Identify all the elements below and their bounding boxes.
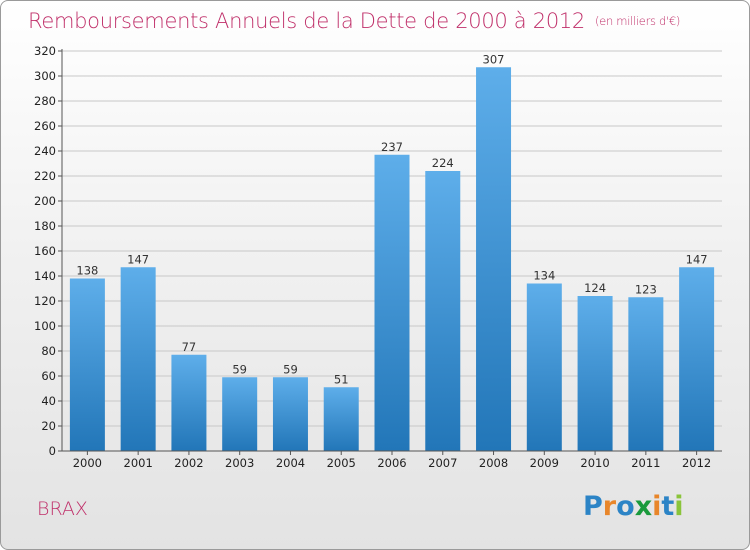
chart-unit-note: (en milliers d'€) — [595, 14, 681, 28]
logo-letter: x — [634, 491, 653, 522]
data-label-2005: 51 — [334, 372, 349, 386]
y-tick-label: 40 — [41, 394, 56, 408]
proxiti-logo[interactable]: Proxiti — [583, 491, 684, 522]
y-tick-label: 240 — [34, 144, 56, 158]
y-tick-label: 220 — [34, 169, 56, 183]
data-label-2003: 59 — [232, 362, 247, 376]
x-tick-label: 2000 — [73, 456, 102, 470]
data-label-2012: 147 — [686, 252, 708, 266]
axes — [58, 49, 722, 455]
x-tick-label: 2011 — [631, 456, 660, 470]
y-tick-label: 280 — [34, 94, 56, 108]
labels: 0 20 40 60 80 100 120 140 160 180 200 220 240 260 280 3… — [34, 44, 711, 470]
bar-2006[interactable] — [374, 154, 410, 451]
bar-2010[interactable] — [577, 296, 613, 451]
data-label-2007: 224 — [432, 156, 454, 170]
data-label-2008: 307 — [483, 52, 505, 66]
bar-2007[interactable] — [425, 171, 461, 451]
x-tick-label: 2003 — [225, 456, 254, 470]
commune-name: BRAX — [37, 498, 88, 520]
bar-2000[interactable] — [69, 278, 105, 452]
x-tick-label: 2012 — [682, 456, 711, 470]
y-tick-label: 160 — [34, 244, 56, 258]
y-tick-label: 120 — [34, 294, 56, 308]
y-tick-label: 140 — [34, 269, 56, 283]
bar-2002[interactable] — [171, 354, 207, 451]
bar-2005[interactable] — [323, 387, 359, 451]
data-label-2004: 59 — [283, 362, 298, 376]
x-tick-label: 2006 — [377, 456, 406, 470]
y-tick-label: 20 — [41, 419, 56, 433]
bar-2009[interactable] — [526, 283, 562, 452]
y-tick-label: 100 — [34, 319, 56, 333]
data-label-2009: 134 — [533, 269, 555, 283]
logo-letter: o — [616, 491, 635, 522]
bar-2012[interactable] — [679, 267, 715, 451]
x-tick-label: 2002 — [174, 456, 203, 470]
data-label-2000: 138 — [76, 264, 98, 278]
y-tick-label: 180 — [34, 219, 56, 233]
bar-2008[interactable] — [476, 67, 512, 451]
x-tick-label: 2007 — [428, 456, 457, 470]
bar-2004[interactable] — [272, 377, 308, 451]
x-tick-label: 2009 — [530, 456, 559, 470]
y-tick-label: 200 — [34, 194, 56, 208]
x-tick-label: 2008 — [479, 456, 508, 470]
logo-letter: t — [661, 491, 675, 522]
y-tick-label: 260 — [34, 119, 56, 133]
x-tick-label: 2010 — [580, 456, 609, 470]
logo-letter: i — [674, 491, 684, 522]
x-tick-label: 2004 — [276, 456, 305, 470]
y-tick-label: 0 — [49, 444, 56, 458]
logo-letter: P — [583, 491, 603, 522]
data-label-2006: 237 — [381, 140, 403, 154]
x-tick-label: 2005 — [327, 456, 356, 470]
x-tick-label: 2001 — [124, 456, 153, 470]
chart-title: Remboursements Annuels de la Dette de 20… — [28, 9, 680, 33]
data-label-2002: 77 — [182, 340, 197, 354]
bar-2011[interactable] — [628, 297, 664, 451]
bars — [69, 67, 715, 452]
bar-2003[interactable] — [222, 377, 258, 451]
y-tick-label: 320 — [34, 44, 56, 58]
y-tick-label: 300 — [34, 69, 56, 83]
data-label-2010: 124 — [584, 281, 606, 295]
logo-letter: i — [652, 491, 662, 522]
data-label-2001: 147 — [127, 252, 149, 266]
chart-title-text: Remboursements Annuels de la Dette de 20… — [28, 9, 585, 33]
y-tick-label: 60 — [41, 369, 56, 383]
data-label-2011: 123 — [635, 282, 657, 296]
logo-letter: r — [602, 491, 617, 522]
bar-2001[interactable] — [120, 267, 156, 451]
y-tick-label: 80 — [41, 344, 56, 358]
